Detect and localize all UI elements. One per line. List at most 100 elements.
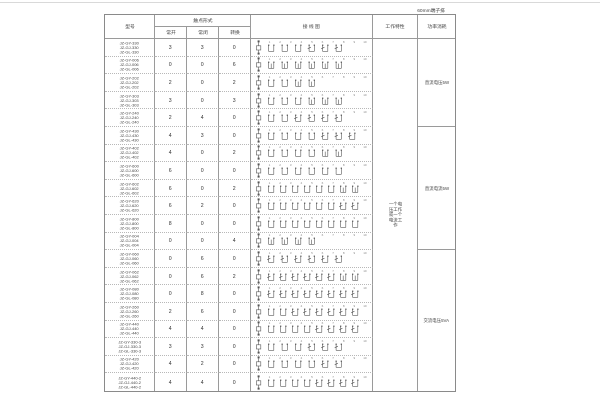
contact-symbol-no-icon: [303, 185, 310, 193]
coil-icon: [255, 356, 261, 372]
terminal-number: 3: [289, 357, 291, 361]
contact-symbol-no-icon: [281, 361, 288, 369]
contact-symbol-nc-icon: [266, 255, 274, 263]
terminal-number: 6: [321, 181, 323, 185]
model-names: JZ-GY-303 JZ-GJ-303 JZ-GL-303: [119, 93, 140, 107]
model-cell: JZ-GY-420 JZ-GJ-420 JZ-GL-420: [105, 355, 155, 374]
terminal-number: 6: [321, 128, 323, 132]
terminal-number: 1: [268, 339, 270, 343]
wiring-diagram: 1 2 3 4 5 6 7 8 9 10: [255, 181, 366, 196]
contact-count: 8: [201, 290, 204, 297]
nc-count-cell: 0: [187, 74, 219, 92]
terminal-number: 6: [321, 339, 323, 343]
contact-symbol-no-icon: [267, 202, 274, 210]
header-normally-open: 常开: [155, 27, 187, 39]
no-count-cell: 2: [155, 74, 187, 92]
model-cell: JZ-GY-600 JZ-GJ-600 JZ-GL-600: [105, 162, 155, 180]
terminal-number: 2: [279, 110, 281, 114]
terminal-number: 9: [353, 304, 355, 308]
contact-count: 0: [233, 220, 236, 227]
terminal-number: 2: [279, 40, 281, 44]
co-count-cell: 0: [219, 197, 251, 215]
header-wiring-diagram: 接 线 图: [251, 15, 373, 39]
model-cell: JZ-GY-330-3 JZ-GJ-330-3 JZ-GL-330-3: [105, 338, 155, 356]
coil-icon: [255, 128, 261, 143]
terminal-number: 3: [289, 146, 291, 150]
contact-count: 0: [233, 308, 236, 315]
terminal-number: 1: [268, 216, 270, 220]
terminal-number: 2: [279, 357, 281, 361]
terminal-number: 9: [353, 234, 355, 238]
contact-symbol-co-icon: [339, 273, 346, 281]
terminal-number: 8: [342, 181, 344, 185]
contact-count: 0: [169, 290, 172, 297]
terminal-number: 4: [300, 304, 302, 308]
contact-count: 0: [201, 185, 204, 191]
contact-symbol-no-icon: [267, 167, 274, 175]
contact-symbol-nc-icon: [280, 255, 288, 263]
terminal-number: 9: [353, 216, 355, 220]
terminal-number: 1: [268, 93, 270, 97]
contact-symbol-co-icon: [321, 61, 328, 70]
terminal-number: 2: [279, 75, 281, 79]
contact-count: 6: [201, 255, 204, 262]
contact-symbol-co-icon: [308, 61, 315, 70]
contact-count: 3: [201, 343, 204, 350]
contact-count: 2: [233, 185, 236, 191]
terminal-number: 4: [300, 234, 302, 238]
co-count-cell: 0: [219, 373, 251, 391]
co-count-cell: 0: [219, 302, 251, 321]
model-cell: JZ-GY-430 JZ-GJ-430 JZ-GL-430: [105, 126, 155, 145]
terminal-number: 1: [268, 58, 270, 62]
contact-symbol-nc-icon: [314, 308, 322, 316]
terminal-number: 3: [289, 321, 291, 325]
model-cell: JZ-GY-440 JZ-GJ-440 JZ-GL-440: [105, 320, 155, 339]
contact-count: 4: [169, 132, 172, 139]
contact-symbol-nc-icon: [307, 343, 315, 351]
header-changeover: 转换: [219, 27, 251, 39]
co-count-cell: 2: [219, 144, 251, 163]
contact-symbol-co-icon: [281, 61, 288, 70]
wiring-diagram-cell: 1 2 3 4 5 6 7 8 9 10: [251, 91, 373, 110]
model-cell: JZ-GY-202 JZ-GJ-202 JZ-GL-202: [105, 74, 155, 92]
contact-count: 2: [201, 361, 204, 367]
co-count-cell: 4: [219, 232, 251, 251]
contact-symbol-no-icon: [279, 325, 286, 333]
terminal-number: 7: [332, 40, 334, 44]
contact-symbol-nc-icon: [350, 202, 358, 210]
co-count-cell: 0: [219, 285, 251, 303]
terminal-number: 8: [342, 251, 344, 255]
contact-count: 6: [169, 185, 172, 191]
wiring-diagram: 1 2 3 4 5 6 7 8 9 10: [255, 356, 367, 372]
terminal-number: 5: [311, 40, 313, 44]
contact-count: 2: [169, 79, 172, 86]
contact-symbol-no-icon: [267, 379, 274, 387]
contact-symbol-no-icon: [267, 114, 274, 122]
terminal-number: 1: [268, 40, 270, 44]
model-names: JZ-GY-240 JZ-GJ-240 JZ-GL-240: [119, 110, 140, 125]
terminal-number: 8: [342, 339, 344, 343]
coil-icon: [255, 374, 261, 390]
wiring-diagram-cell: 1 2 3 4 5 6 7 8 9 10: [251, 373, 373, 391]
wiring-diagram-cell: 1 2 3 4 5 6 7 8 9 10: [251, 56, 373, 75]
contact-symbol-nc-icon: [326, 325, 334, 333]
contact-symbol-no-icon: [281, 149, 288, 158]
wiring-diagram-cell: 1 2 3 4 5 6 7 8 9 10: [251, 285, 373, 303]
contact-symbol-no-icon: [267, 343, 274, 351]
wiring-diagram: 1 2 3 4 5 6 7 8 9 10: [255, 269, 366, 284]
contact-symbol-nc-icon: [314, 273, 322, 281]
contact-count: 4: [169, 325, 172, 332]
terminal-number: 10: [363, 357, 367, 361]
nc-count-cell: 2: [187, 197, 219, 215]
nc-count-cell: 0: [187, 144, 219, 163]
terminal-number: 10: [363, 110, 367, 114]
terminal-number: 4: [300, 163, 302, 167]
nc-count-cell: 0: [187, 91, 219, 110]
nc-count-cell: 8: [187, 285, 219, 303]
terminal-number: 5: [311, 110, 313, 114]
terminal-number: 7: [332, 163, 334, 167]
terminal-number: 1: [268, 357, 270, 361]
contact-symbol-co-icon: [321, 149, 328, 158]
wiring-diagram: 1 2 3 4 5 6 7 8 9 10: [255, 40, 366, 55]
model-names: JZ-GY-420 JZ-GJ-420 JZ-GL-420: [119, 357, 140, 371]
